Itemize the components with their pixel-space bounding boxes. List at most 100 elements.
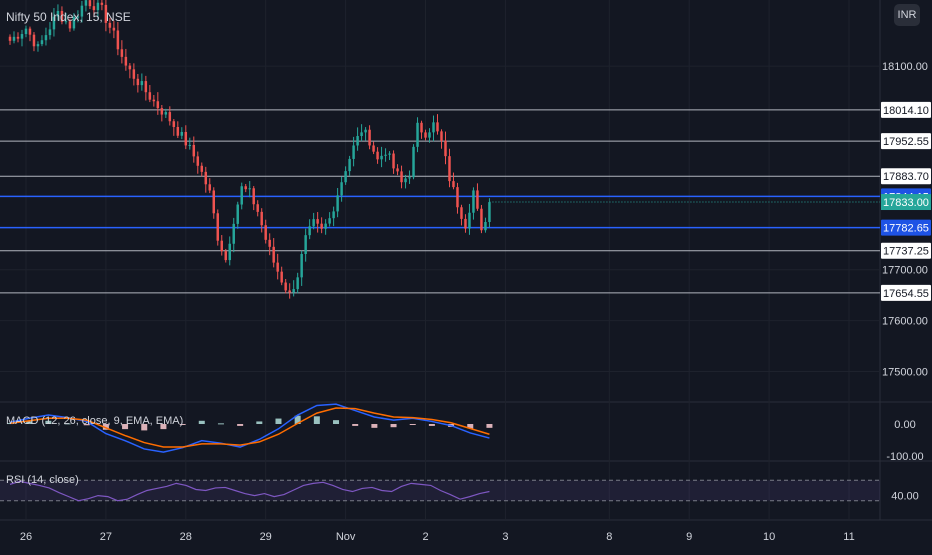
candle-body [420, 122, 423, 133]
candle-body [240, 186, 243, 205]
candle-body [332, 211, 335, 219]
macd-histogram-bar [217, 423, 224, 425]
macd-histogram-bar [160, 424, 167, 430]
candle-body [112, 27, 116, 31]
candle-body [20, 34, 24, 39]
level-badge-label: 17654.55 [883, 288, 929, 300]
macd-histogram-bar [352, 424, 359, 426]
candle-body [404, 178, 407, 183]
macd-histogram-bar [428, 424, 435, 426]
candle-body [156, 101, 160, 109]
x-tick-label: 3 [502, 531, 508, 543]
candle-body [164, 112, 168, 115]
candle-body [488, 202, 491, 223]
candle-body [32, 34, 36, 47]
last-price-label: 17833.00 [883, 197, 929, 209]
macd-histogram-bar [390, 424, 397, 428]
candle-body [276, 262, 279, 272]
macd-series-line [9, 407, 490, 448]
rsi-title: RSI (14, close) [6, 474, 79, 486]
candle-body [24, 28, 28, 35]
level-badge [881, 133, 931, 150]
x-tick-label: 27 [100, 531, 112, 543]
candle-body [472, 190, 475, 213]
macd-histogram-bar [467, 424, 474, 429]
candle-body [40, 40, 44, 45]
candle-body [176, 126, 180, 136]
candle-body [228, 243, 231, 261]
macd-histogram-bar [313, 416, 320, 424]
candle-body [124, 56, 128, 66]
candle-body [416, 122, 419, 147]
macd-series-line [9, 403, 490, 453]
y-tick-label: 17500.00 [882, 366, 928, 378]
candle-body [296, 277, 299, 290]
macd-histogram-bar [7, 423, 13, 425]
y-tick-label: 17700.00 [882, 265, 928, 277]
candle-body [232, 223, 235, 244]
candle-body [216, 213, 219, 241]
candle-body [272, 246, 275, 263]
candle-body [100, 2, 104, 5]
candle-body [280, 271, 283, 283]
candle-body [188, 144, 192, 146]
candle-body [452, 181, 455, 188]
candle-body [16, 36, 20, 39]
candle-body [348, 158, 351, 172]
macd-histogram-bar [333, 420, 340, 424]
level-badge-label: 17782.65 [883, 223, 929, 235]
candle-body [384, 154, 387, 156]
currency-badge[interactable]: INR [894, 4, 920, 26]
candle-body [468, 212, 471, 229]
candle-body [344, 171, 347, 183]
candle-body [144, 81, 148, 93]
candle-body [184, 131, 188, 146]
candle-body [360, 132, 363, 137]
candle-body [68, 21, 72, 29]
candle-body [96, 2, 100, 11]
x-tick-label: 2 [422, 531, 428, 543]
candle-body [284, 282, 287, 291]
candle-body [248, 188, 251, 190]
x-tick-label: 29 [260, 531, 272, 543]
candle-body [440, 131, 443, 141]
level-badge-label: 17952.55 [883, 136, 929, 148]
price-axis-bg [880, 0, 932, 550]
candle-body [140, 81, 144, 86]
horizontal-levels[interactable]: 18014.1017952.5517883.7017844.1517782.65… [0, 101, 931, 301]
candle-body [368, 129, 371, 146]
macd-histogram-bar [102, 424, 109, 430]
candle-body [260, 211, 263, 226]
last-price-badge [881, 194, 931, 211]
candle-body [200, 165, 204, 172]
candle-body [480, 208, 483, 231]
macd-histogram-bar [371, 424, 378, 428]
candle-body [328, 218, 331, 224]
x-tick-label: 26 [20, 531, 32, 543]
candle-body [60, 10, 64, 22]
macd-histogram-bar [45, 420, 52, 424]
candle-body [44, 35, 48, 41]
candle-body [76, 16, 80, 18]
candle-body [136, 78, 140, 86]
candle-body [392, 153, 395, 169]
chart-title: Nifty 50 Index, 15, NSE [6, 10, 131, 24]
candle-body [448, 156, 451, 182]
candle-body [396, 168, 399, 172]
candle-body [256, 204, 259, 212]
candle-body [84, 0, 88, 6]
pane-labels: Nifty 50 Index, 15, NSE MACD (12, 26, cl… [6, 10, 183, 486]
macd-histogram-bar [486, 424, 493, 428]
candle-body [292, 289, 295, 293]
candle-body [408, 177, 411, 179]
candle-body [316, 219, 319, 224]
macd-histogram-bar [409, 424, 416, 425]
level-badge-label: 17883.70 [883, 171, 929, 183]
macd-title: MACD (12, 26, close, 9, EMA, EMA) [6, 415, 183, 427]
candle-body [36, 44, 40, 47]
x-tick-label: 28 [180, 531, 192, 543]
candle-body [120, 49, 124, 57]
